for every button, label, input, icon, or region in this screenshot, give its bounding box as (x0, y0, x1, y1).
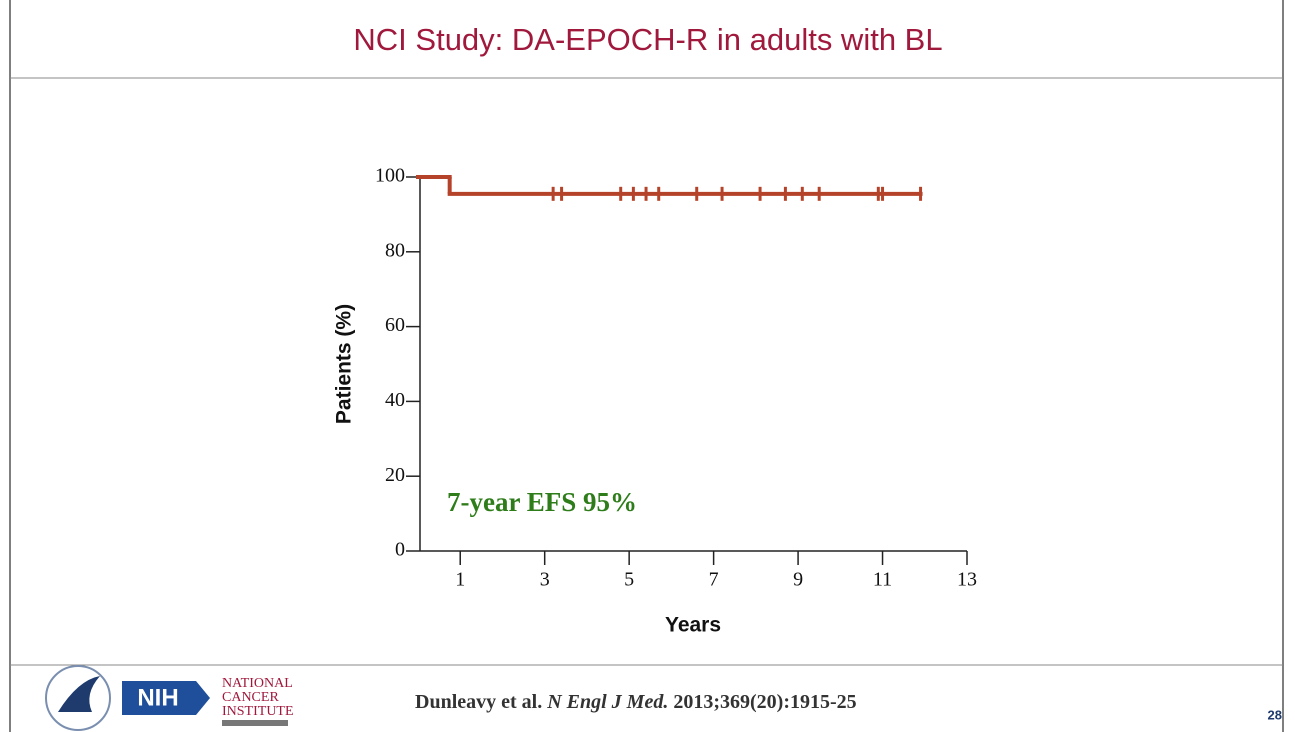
citation-details: 2013;369(20):1915-25 (673, 691, 856, 713)
nci-logo-line: INSTITUTE (222, 704, 294, 719)
citation: Dunleavy et al. N Engl J Med. 2013;369(2… (415, 691, 857, 713)
nci-logo-line: CANCER (222, 690, 279, 705)
nci-logo-bar (222, 720, 288, 726)
y-tick-label: 80 (385, 239, 405, 261)
slide-title: NCI Study: DA-EPOCH-R in adults with BL (353, 22, 942, 57)
x-tick-label: 13 (957, 569, 977, 591)
x-tick-label: 1 (455, 569, 465, 591)
hhs-seal (45, 665, 111, 731)
y-tick-label: 20 (385, 464, 405, 486)
x-tick-label: 7 (709, 569, 719, 591)
y-tick-label: 100 (375, 165, 405, 187)
annotation: 7-year EFS 95% (447, 487, 637, 517)
x-tick-label: 9 (793, 569, 803, 591)
nih-logo-text: NIH (137, 684, 178, 711)
y-axis-label: Patients (%) (333, 304, 356, 424)
hhs-logo (45, 665, 111, 731)
y-tick-label: 40 (385, 389, 405, 411)
citation-authors: Dunleavy et al. (415, 691, 542, 713)
x-tick-label: 11 (873, 569, 892, 591)
nci-logo: NATIONAL CANCER INSTITUTE (222, 676, 294, 719)
x-tick-label: 3 (540, 569, 550, 591)
nih-logo-box (122, 681, 210, 715)
y-tick-label: 0 (395, 539, 405, 561)
citation-journal: N Engl J Med. (546, 691, 668, 713)
x-axis-label: Years (665, 614, 721, 637)
x-tick-label: 5 (624, 569, 634, 591)
page-number: 28 (1268, 707, 1282, 722)
nci-logo-line: NATIONAL (222, 676, 293, 691)
y-tick-label: 60 (385, 314, 405, 336)
hhs-eagle (58, 676, 100, 712)
